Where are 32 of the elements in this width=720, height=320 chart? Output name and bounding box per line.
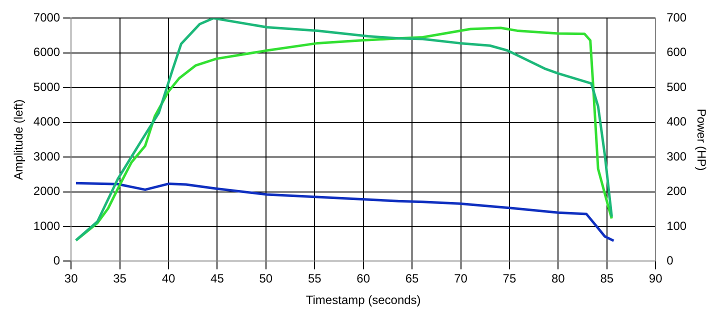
x-tick-label: 45 [210, 272, 224, 286]
x-axis-title: Timestamp (seconds) [306, 293, 421, 308]
x-tick-label: 55 [308, 272, 322, 286]
y2-tick-label: 500 [666, 80, 687, 94]
x-tick-label: 85 [600, 272, 614, 286]
x-tick-label: 75 [502, 272, 516, 286]
y-tick-label: 3000 [33, 149, 60, 164]
x-tick-label: 35 [113, 272, 127, 286]
y2-tick-label: 200 [666, 184, 687, 198]
x-tick-label: 65 [405, 272, 420, 286]
x-tick-label: 90 [648, 272, 663, 286]
x-tick-label: 40 [162, 272, 176, 286]
y-tick-label: 2000 [33, 184, 60, 198]
x-tick-label: 70 [454, 272, 468, 286]
y-axis-title: Amplitude (left) [12, 99, 26, 180]
y2-axis-title: Power (HP) [694, 108, 708, 171]
y-tick-label: 1000 [33, 218, 60, 233]
y2-tick-label: 700 [666, 10, 687, 25]
x-tick-label: 80 [551, 272, 566, 286]
y2-tick-label: 100 [666, 218, 687, 233]
y-tick-label: 7000 [33, 10, 60, 25]
y-tick-label: 0 [53, 254, 60, 268]
y2-tick-label: 600 [666, 45, 687, 60]
y2-tick-label: 0 [666, 254, 674, 268]
y2-tick-label: 400 [666, 114, 687, 129]
y2-tick-label: 300 [666, 149, 687, 164]
y-tick-label: 5000 [33, 80, 60, 94]
y-tick-label: 6000 [33, 45, 60, 60]
x-tick-label: 60 [356, 272, 370, 286]
x-tick-label: 30 [64, 272, 78, 286]
x-tick-label: 50 [259, 272, 273, 286]
y-tick-label: 4000 [33, 114, 60, 129]
